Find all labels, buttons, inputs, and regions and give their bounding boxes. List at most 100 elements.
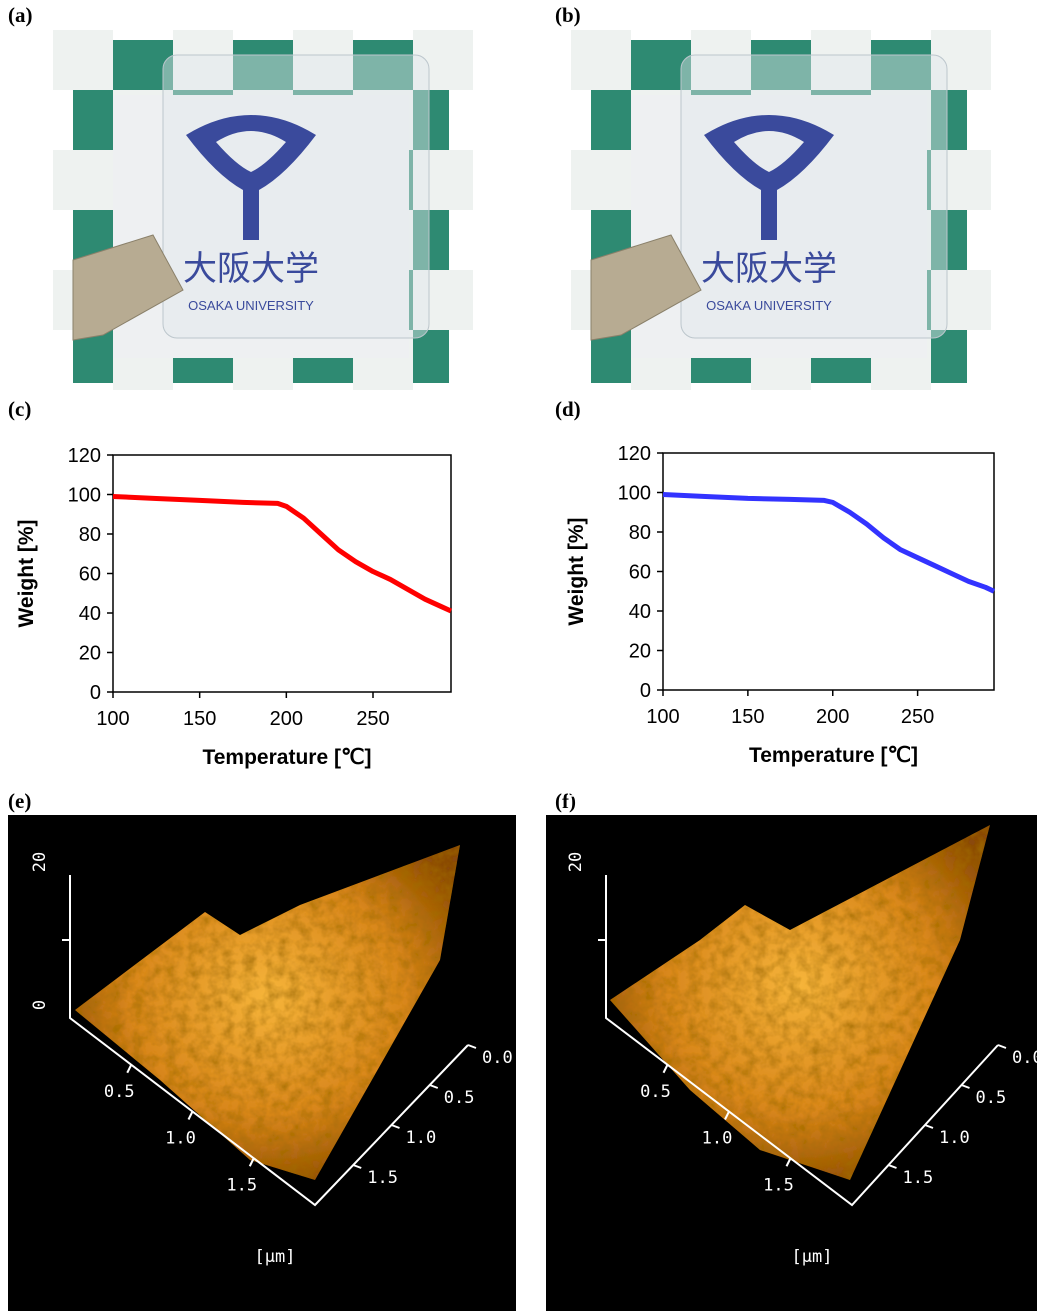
- y-axis-title: Weight [%]: [565, 517, 588, 625]
- panel-label: (e): [8, 789, 31, 813]
- z-tick-label: 0: [30, 1000, 50, 1010]
- z-axis-title: [nm]: [566, 760, 586, 801]
- x-tick-label: 200: [270, 708, 303, 730]
- checker-square: [811, 30, 871, 90]
- checker-square: [571, 150, 631, 210]
- y-tick-label: 120: [618, 443, 651, 465]
- panel-label: (a): [8, 3, 33, 27]
- x-tick-label: 150: [183, 708, 216, 730]
- logo-subtext: OSAKA UNIVERSITY: [188, 298, 314, 313]
- xy-tick: [187, 1111, 194, 1120]
- checker-square: [931, 30, 991, 90]
- checker-square: [931, 150, 991, 210]
- y-tick-label: 60: [629, 562, 651, 584]
- xy-tick: [352, 1164, 362, 1169]
- right-tick-label: 1.0: [939, 1128, 970, 1148]
- left-tick-label: 1.5: [226, 1175, 257, 1195]
- x-tick-label: 200: [816, 706, 849, 728]
- left-tick-label: 1.5: [763, 1175, 794, 1195]
- y-tick-label: 100: [618, 483, 651, 505]
- paper-card: [631, 95, 927, 358]
- y-tick-label: 0: [90, 682, 101, 704]
- right-tick-label: 0.0: [482, 1048, 513, 1068]
- xy-tick: [724, 1111, 730, 1120]
- paper-card: [113, 95, 409, 358]
- panel-label: (b): [555, 3, 581, 27]
- plot-frame: [112, 454, 452, 693]
- y-tick-label: 60: [79, 564, 101, 586]
- panel-label: (c): [8, 397, 31, 421]
- z-tick-label: 20: [566, 852, 586, 872]
- checker-square: [53, 150, 113, 210]
- checker-square: [293, 30, 353, 90]
- checker-square: [173, 30, 233, 90]
- right-tick-label: 0.0: [1012, 1048, 1038, 1068]
- logo: [186, 115, 316, 240]
- right-tick-label: 0.5: [444, 1088, 475, 1108]
- xy-axis-title: [µm]: [255, 1247, 296, 1267]
- film: [162, 54, 430, 339]
- y-axis-title: Weight [%]: [15, 519, 38, 627]
- xy-axis-title: [µm]: [792, 1247, 833, 1267]
- photo: 大阪大学 OSAKA UNIVERSITY: [571, 30, 991, 390]
- afm-image: [nm]200.51.01.50.00.51.01.5[µm]: [546, 760, 1038, 1311]
- y-tick-label: 40: [79, 603, 101, 625]
- scraper: [590, 234, 702, 341]
- y-tick-label: 80: [629, 522, 651, 544]
- x-tick-label: 150: [731, 706, 764, 728]
- panel-label: (f): [555, 789, 576, 813]
- right-tick-label: 1.5: [367, 1168, 398, 1188]
- film: [680, 54, 948, 339]
- right-tick-label: 1.5: [903, 1168, 934, 1188]
- checker-square: [571, 30, 631, 90]
- xy-tick: [662, 1064, 669, 1074]
- checker-square: [413, 270, 473, 330]
- y-tick-label: 80: [79, 524, 101, 546]
- right-tick-label: 0.5: [976, 1088, 1007, 1108]
- checker-square: [691, 30, 751, 90]
- xy-tick: [126, 1064, 133, 1074]
- x-axis-title: Temperature [℃]: [202, 746, 371, 769]
- xy-tick: [391, 1124, 400, 1129]
- xy-tick: [961, 1084, 970, 1089]
- left-tick-label: 1.0: [165, 1129, 196, 1149]
- xy-tick: [429, 1084, 439, 1089]
- scraper: [72, 234, 184, 341]
- logo-text: 大阪大学: [183, 250, 319, 288]
- x-tick-label: 250: [356, 708, 389, 730]
- afm-surface: [75, 845, 460, 1180]
- x-tick-label: 100: [646, 706, 679, 728]
- left-tick-label: 0.5: [640, 1082, 671, 1102]
- y-tick-label: 20: [629, 641, 651, 663]
- logo-subtext: OSAKA UNIVERSITY: [706, 298, 832, 313]
- xy-tick: [248, 1157, 255, 1167]
- logo: [704, 115, 834, 240]
- left-tick-label: 0.5: [104, 1082, 135, 1102]
- y-tick-label: 0: [640, 680, 651, 702]
- checker-square: [413, 150, 473, 210]
- right-tick-label: 1.0: [406, 1128, 437, 1148]
- xy-tick: [888, 1164, 897, 1169]
- panel-label: (d): [555, 397, 581, 421]
- checker-square: [931, 270, 991, 330]
- logo-text: 大阪大学: [701, 250, 837, 288]
- y-tick-label: 100: [68, 485, 101, 507]
- afm-image: [nm] 20 0 0.5 1.0 1.5 0.0 0.5 1.0 1.5 [µm]: [8, 760, 516, 1311]
- photo: 大阪大学 OSAKA UNIVERSITY: [53, 30, 473, 390]
- left-tick-label: 1.0: [702, 1129, 733, 1149]
- z-tick-label: 20: [30, 852, 50, 872]
- data-line: [112, 493, 453, 614]
- xy-tick: [785, 1157, 792, 1167]
- y-tick-label: 20: [79, 643, 101, 665]
- xy-tick: [997, 1044, 1007, 1049]
- data-line: [662, 491, 996, 594]
- x-axis-title: Temperature [℃]: [749, 744, 918, 767]
- xy-tick: [467, 1044, 477, 1049]
- afm-surface: [610, 825, 990, 1180]
- x-tick-label: 250: [901, 706, 934, 728]
- x-tick-label: 100: [96, 708, 129, 730]
- z-axis-title: [nm]: [30, 760, 50, 801]
- y-tick-label: 120: [68, 445, 101, 467]
- checker-square: [413, 30, 473, 90]
